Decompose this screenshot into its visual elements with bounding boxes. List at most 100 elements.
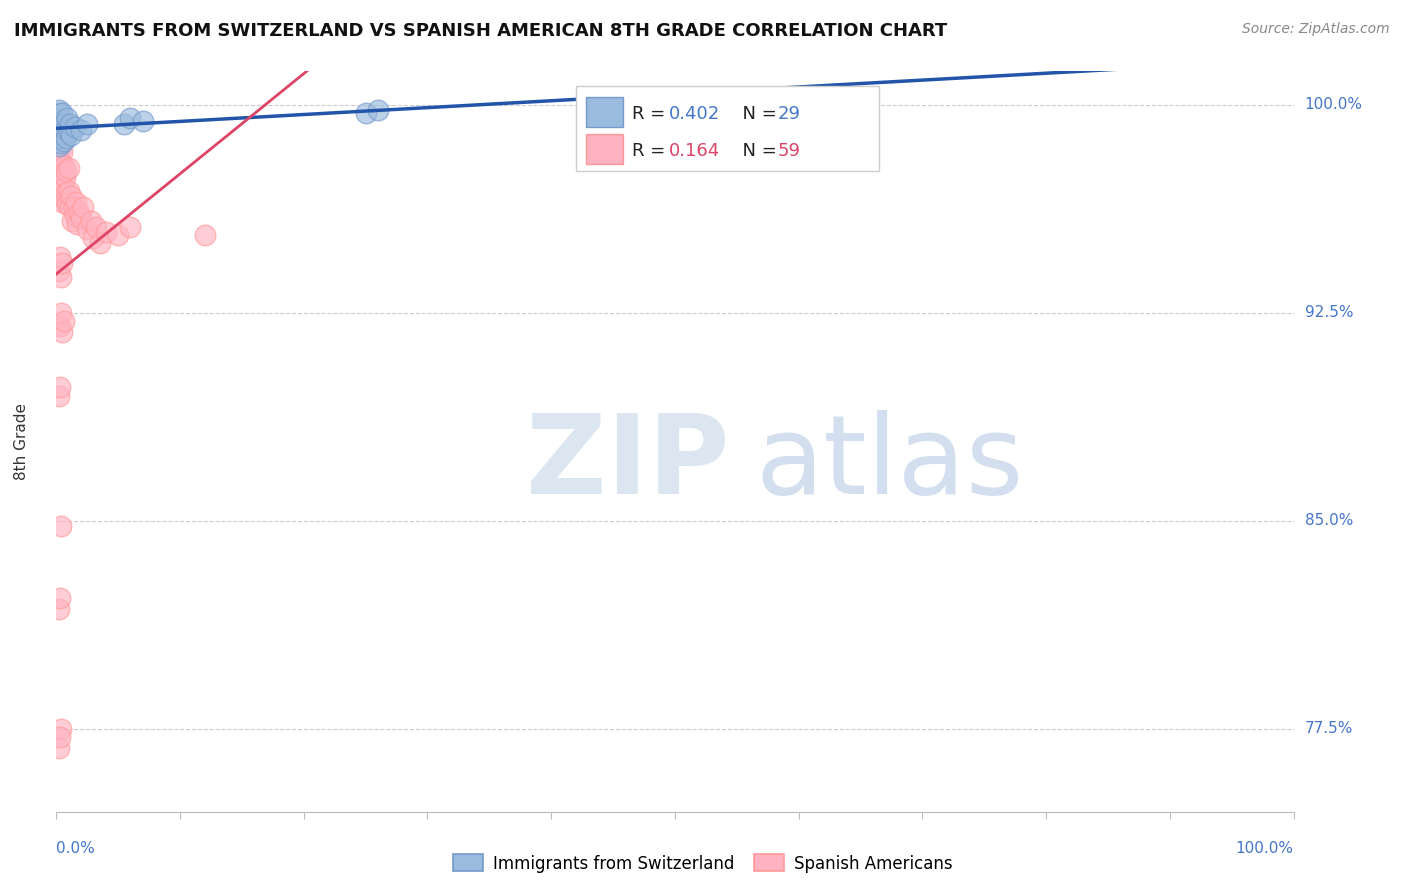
Point [51,178,73,192]
Text: 100.0%: 100.0% [1305,97,1362,112]
Point [112,117,135,131]
Point [59,200,82,214]
Point [65,194,87,209]
Text: 92.5%: 92.5% [1305,305,1353,320]
Point [55,164,77,178]
Point [51,136,73,151]
Point [84,219,107,234]
Text: ZIP: ZIP [526,410,730,517]
Point [51,128,73,142]
Point [62,200,84,214]
Point [51,106,73,120]
Point [49,161,72,176]
Point [132,114,155,128]
Point [52,134,75,148]
Point [49,117,72,131]
Point [80,214,103,228]
Point [49,131,72,145]
Text: R =: R = [631,104,671,122]
Point [76,117,98,131]
Point [51,167,73,181]
Point [63,209,86,223]
Point [49,730,72,744]
Point [354,106,377,120]
Point [49,380,72,394]
Text: 77.5%: 77.5% [1305,721,1353,736]
Text: 8th Grade: 8th Grade [14,403,30,480]
Point [58,125,80,139]
Text: atlas: atlas [755,410,1024,517]
Point [51,305,73,319]
Point [58,184,80,198]
Text: 0.402: 0.402 [669,104,720,122]
Point [51,269,73,284]
Point [76,222,98,236]
Point [194,227,217,242]
Point [120,219,142,234]
Point [48,741,70,756]
Point [48,602,70,616]
Point [52,314,75,328]
Text: IMMIGRANTS FROM SWITZERLAND VS SPANISH AMERICAN 8TH GRADE CORRELATION CHART: IMMIGRANTS FROM SWITZERLAND VS SPANISH A… [14,22,948,40]
Point [51,136,73,151]
Point [51,145,73,159]
Point [49,591,72,606]
Point [94,225,117,239]
Point [52,181,75,195]
Point [367,103,389,118]
Point [48,120,70,134]
Point [51,325,73,339]
Point [48,131,70,145]
Point [120,112,142,126]
Point [53,192,76,206]
Point [59,117,82,131]
Text: 100.0%: 100.0% [1236,841,1294,856]
Point [56,197,79,211]
Point [51,122,73,136]
Text: N =: N = [731,142,782,160]
Point [89,236,111,251]
Point [49,319,72,334]
Text: R =: R = [631,142,671,160]
Point [48,389,70,403]
Point [51,722,73,736]
Point [53,122,76,136]
FancyBboxPatch shape [586,135,623,164]
Point [60,128,83,142]
Point [51,114,73,128]
Point [49,250,72,264]
Point [60,189,83,203]
Point [60,214,83,228]
Point [55,131,77,145]
Point [51,156,73,170]
Text: N =: N = [731,104,782,122]
Text: 29: 29 [778,104,800,122]
Text: 0.164: 0.164 [669,142,720,160]
Point [46,167,69,181]
Point [55,186,77,201]
Point [58,161,80,176]
Point [48,103,70,118]
Point [107,227,129,242]
Point [56,112,79,126]
Point [52,117,75,131]
FancyBboxPatch shape [586,97,623,127]
Point [48,175,70,189]
FancyBboxPatch shape [576,87,879,171]
Point [67,206,90,220]
Point [49,142,72,156]
Point [63,120,86,134]
Legend: Immigrants from Switzerland, Spanish Americans: Immigrants from Switzerland, Spanish Ame… [446,847,960,880]
Point [51,194,73,209]
Point [46,147,69,161]
Point [48,139,70,153]
Point [46,112,69,126]
Point [51,255,73,269]
Point [46,125,69,139]
Point [70,211,93,226]
Text: 85.0%: 85.0% [1305,513,1353,528]
Text: Source: ZipAtlas.com: Source: ZipAtlas.com [1241,22,1389,37]
Text: 0.0%: 0.0% [56,841,96,856]
Point [49,186,72,201]
Point [52,159,75,173]
